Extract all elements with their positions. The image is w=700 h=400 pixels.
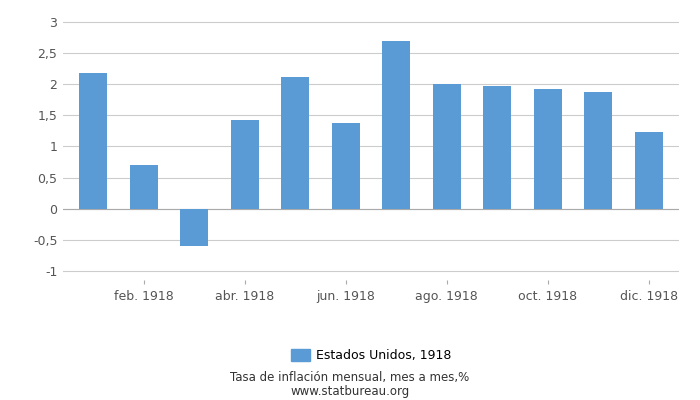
Bar bbox=[382, 41, 410, 208]
Bar bbox=[433, 84, 461, 208]
Bar bbox=[181, 208, 208, 246]
Bar bbox=[584, 92, 612, 208]
Bar bbox=[281, 77, 309, 208]
Bar bbox=[130, 165, 158, 208]
Bar bbox=[635, 132, 663, 208]
Bar bbox=[231, 120, 259, 208]
Bar bbox=[483, 86, 511, 208]
Text: www.statbureau.org: www.statbureau.org bbox=[290, 386, 410, 398]
Bar bbox=[79, 73, 107, 208]
Legend: Estados Unidos, 1918: Estados Unidos, 1918 bbox=[286, 344, 456, 367]
Text: Tasa de inflación mensual, mes a mes,%: Tasa de inflación mensual, mes a mes,% bbox=[230, 372, 470, 384]
Bar bbox=[534, 89, 561, 208]
Bar bbox=[332, 123, 360, 208]
